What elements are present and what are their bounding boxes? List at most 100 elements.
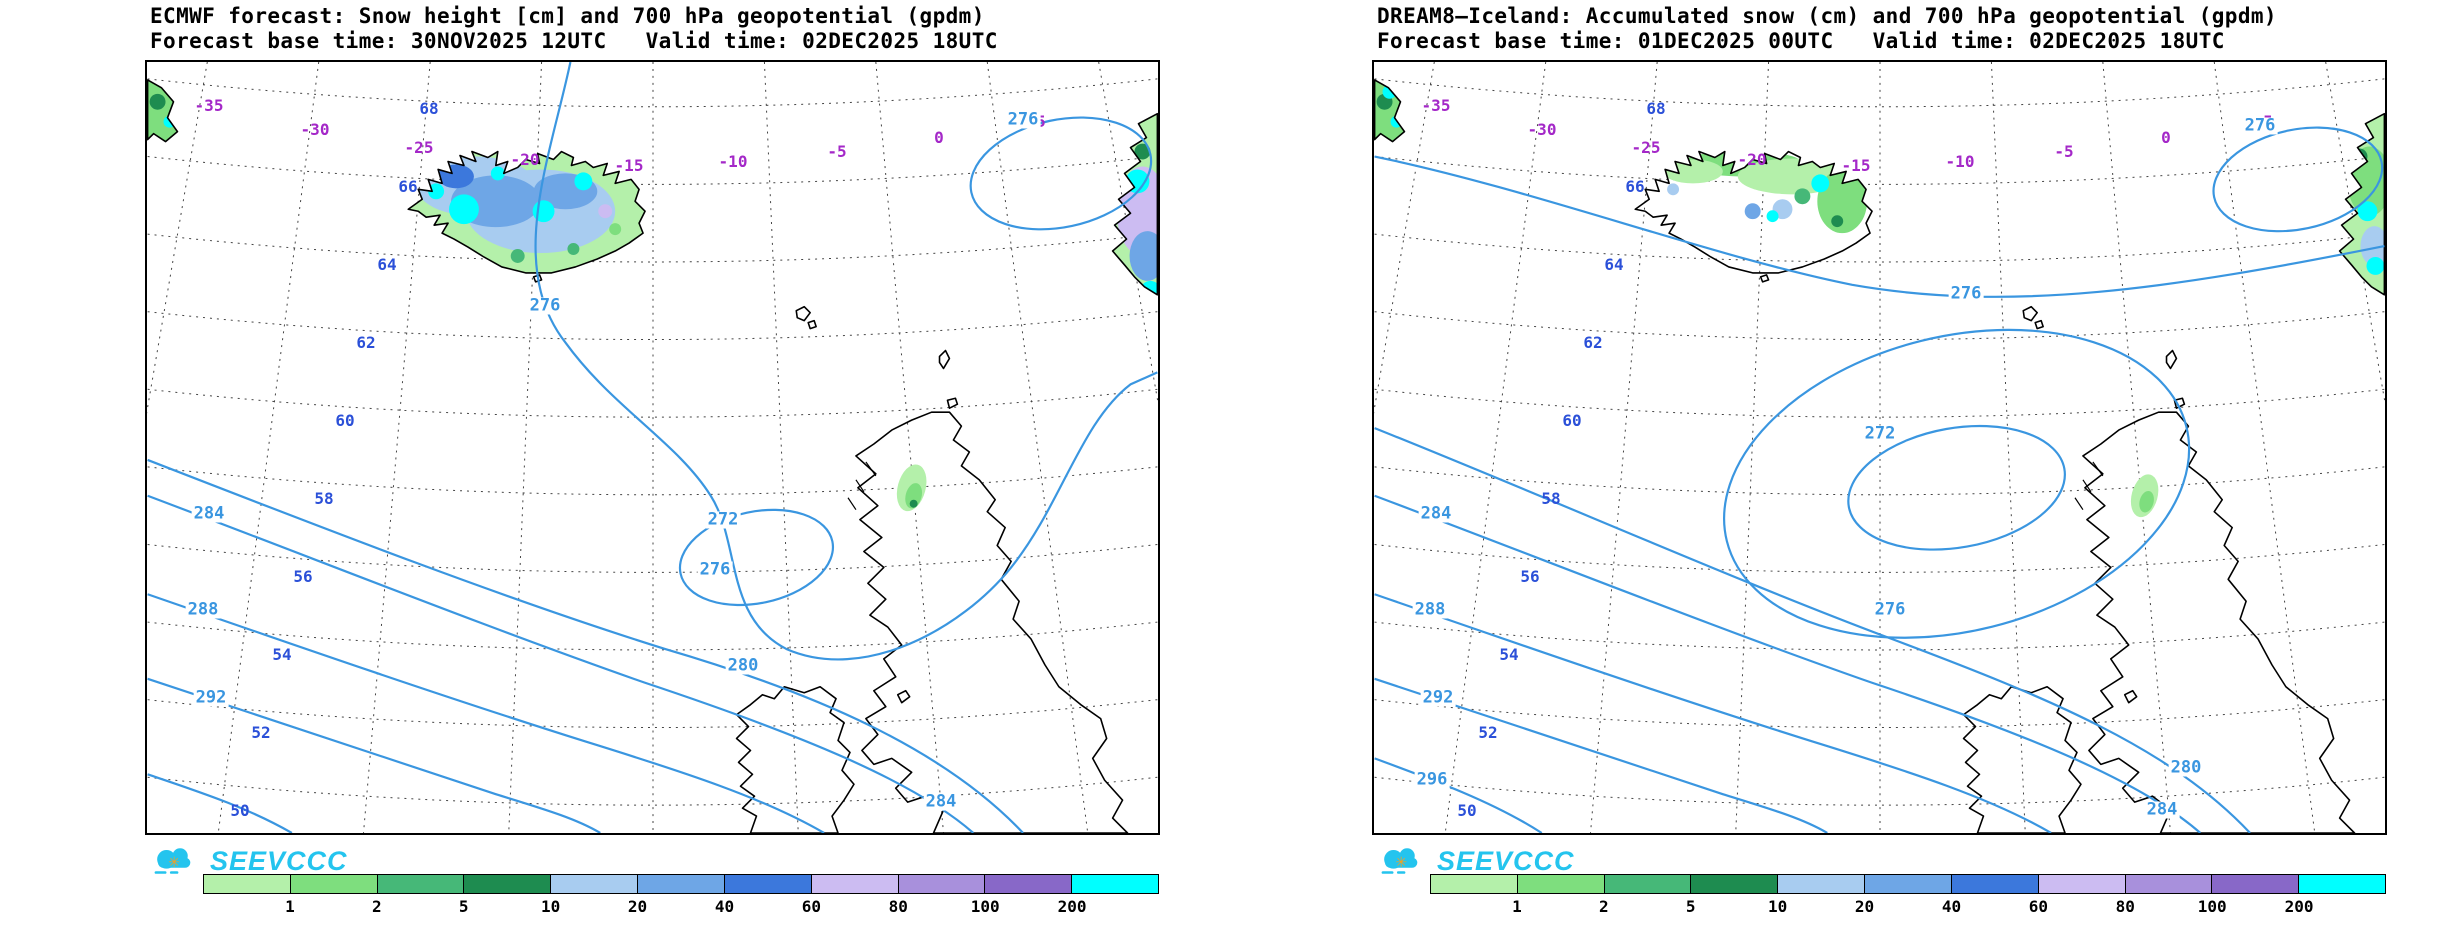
colorbar-swatch — [811, 875, 899, 893]
contour-label: 276 — [697, 559, 733, 580]
seevccc-logo: ✳ SEEVCCC — [148, 844, 348, 878]
lat-label: 60 — [335, 411, 355, 430]
panel-subtitle: Forecast base time: 30NOV2025 12UTC Vali… — [150, 29, 998, 53]
colorbar-swatch — [2299, 875, 2385, 893]
panel-title: ECMWF forecast: Snow height [cm] and 700… — [150, 4, 985, 28]
panel-title: DREAM8–Iceland: Accumulated snow (cm) an… — [1377, 4, 2277, 28]
colorbar-swatch — [724, 875, 812, 893]
colorbar-swatch — [2125, 875, 2213, 893]
map-canvas — [1374, 62, 2385, 833]
colorbar-swatch — [1517, 875, 1605, 893]
map-canvas — [147, 62, 1158, 833]
colorbar-tick-label: 200 — [1057, 897, 1087, 916]
lon-label: -25 — [404, 138, 434, 157]
lat-label: 52 — [251, 723, 271, 742]
lat-label: 64 — [1604, 255, 1624, 274]
colorbar-swatch — [204, 875, 291, 893]
lat-label: 58 — [314, 489, 334, 508]
colorbar-tick-label: 100 — [970, 897, 1000, 916]
contour-label: 284 — [191, 503, 227, 524]
colorbar-tick-label: 10 — [540, 897, 561, 916]
lat-label: 62 — [1583, 333, 1603, 352]
colorbar-swatch — [1604, 875, 1692, 893]
colorbar-tick-label: 80 — [888, 897, 908, 916]
lon-label: -10 — [718, 152, 748, 171]
lon-label: -5 — [2054, 142, 2074, 161]
colorbar-labels: 1 2 5 10 20 40 60 80 100 200 — [203, 897, 1159, 917]
lat-label: 64 — [377, 255, 397, 274]
colorbar-tick-label: 20 — [1854, 897, 1875, 916]
contour-label: 272 — [1862, 423, 1898, 444]
colorbar-tick-label: 5 — [1685, 897, 1696, 916]
colorbar-swatch — [985, 875, 1073, 893]
lon-label: -20 — [510, 150, 540, 169]
lat-label: 62 — [356, 333, 376, 352]
colorbar-swatch — [638, 875, 725, 893]
snowflake-icon: ✳ — [169, 851, 180, 872]
seevccc-cloud-icon: ✳ — [154, 848, 191, 874]
lat-label: 66 — [398, 177, 418, 196]
contour-label: 284 — [923, 791, 959, 812]
seevccc-cloud-icon: ✳ — [1381, 848, 1418, 874]
graticule — [147, 62, 1158, 833]
lat-label: 50 — [230, 801, 250, 820]
colorbar-swatch — [2038, 875, 2126, 893]
snow-shading-scotland — [896, 464, 927, 512]
colorbar-tick-label: 1 — [285, 897, 295, 916]
colorbar-labels: 1 2 5 10 20 40 60 80 100 200 — [1430, 897, 2386, 917]
map-dream8: 68 66 64 62 60 58 56 54 52 50 -35 -30 -2… — [1372, 60, 2387, 835]
panel-dream8: DREAM8–Iceland: Accumulated snow (cm) an… — [1227, 0, 2454, 925]
colorbar-tick-label: 2 — [371, 897, 382, 916]
contour-label: 284 — [1418, 503, 1454, 524]
coastlines — [147, 79, 1158, 833]
colorbar-tick-label: 20 — [627, 897, 648, 916]
lon-label: -35 — [194, 96, 224, 115]
lat-label: 56 — [1520, 567, 1540, 586]
coastlines — [1374, 79, 2385, 833]
lat-label: 54 — [272, 645, 292, 664]
colorbar-swatch — [551, 875, 639, 893]
contour-label: 280 — [2168, 757, 2204, 778]
lat-label: 50 — [1457, 801, 1477, 820]
lat-label: 66 — [1625, 177, 1645, 196]
colorbar-tick-label: 40 — [1941, 897, 1962, 916]
lon-label: -25 — [1631, 138, 1661, 157]
lon-label: -20 — [1737, 150, 1767, 169]
lat-label: 68 — [419, 99, 439, 118]
lon-label: 0 — [2161, 128, 2171, 147]
colorbar-tick-label: 60 — [2028, 897, 2049, 916]
lat-label: 54 — [1499, 645, 1519, 664]
contour-label: 292 — [193, 687, 229, 708]
lon-label: -30 — [300, 120, 330, 139]
contour-label: 292 — [1420, 687, 1456, 708]
colorbar-swatch — [1865, 875, 1952, 893]
colorbar — [1430, 874, 2386, 894]
lon-label: 0 — [934, 128, 944, 147]
colorbar-tick-label: 1 — [1512, 897, 1522, 916]
colorbar-swatch — [464, 875, 552, 893]
contour-label: 276 — [2242, 115, 2278, 136]
snow-shading-scotland — [2130, 474, 2159, 518]
snowflake-icon: ✳ — [1396, 851, 1407, 872]
seevccc-logo-text: SEEVCCC — [1437, 845, 1575, 876]
contour-label: 296 — [1414, 769, 1450, 790]
colorbar-tick-label: 40 — [714, 897, 735, 916]
geopotential-contours — [1374, 126, 2385, 833]
lat-label: 68 — [1646, 99, 1666, 118]
contour-label: 276 — [1948, 283, 1984, 304]
colorbar-tick-label: 100 — [2197, 897, 2227, 916]
lon-label: -5 — [827, 142, 847, 161]
contour-label: 288 — [1412, 599, 1448, 620]
colorbar-tick-label: 200 — [2284, 897, 2314, 916]
contour-label: 272 — [705, 509, 741, 530]
contour-label: 276 — [527, 295, 563, 316]
colorbar-swatch — [898, 875, 986, 893]
contour-label: 280 — [725, 655, 761, 676]
colorbar-tick-label: 60 — [801, 897, 822, 916]
colorbar-swatch — [1778, 875, 1866, 893]
panel-ecmwf: ECMWF forecast: Snow height [cm] and 700… — [145, 4, 1160, 917]
colorbar-swatch — [1691, 875, 1779, 893]
seevccc-logo-text: SEEVCCC — [210, 845, 348, 876]
contour-label: 276 — [1005, 109, 1041, 130]
